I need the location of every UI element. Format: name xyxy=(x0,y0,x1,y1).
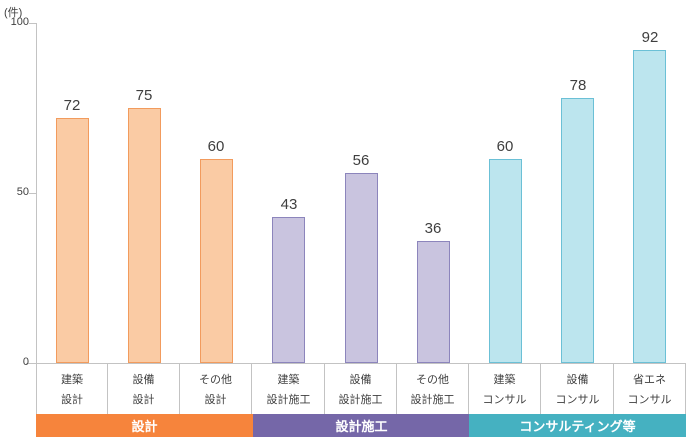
category-label: 建築 コンサル xyxy=(469,364,541,414)
y-axis-unit-label: (件) xyxy=(4,7,23,19)
y-axis-line xyxy=(36,23,37,363)
bar-value-label: 56 xyxy=(352,152,370,169)
category-label: 設備 コンサル xyxy=(542,364,614,414)
category-label-line: 建築 xyxy=(277,374,300,386)
category-label-line: その他 xyxy=(199,374,232,386)
bar xyxy=(56,118,89,363)
bar-value-label: 78 xyxy=(569,77,587,94)
bar-value-label: 60 xyxy=(496,138,514,155)
category-label-line: 設計 xyxy=(204,394,227,406)
bar xyxy=(489,159,522,363)
category-label: その他 設計施工 xyxy=(397,364,469,414)
bar-value-label: 43 xyxy=(280,196,298,213)
category-label-line: 設計施工 xyxy=(410,394,455,406)
y-tick-label: 50 xyxy=(16,186,29,198)
category-label-line: 設備 xyxy=(349,374,372,386)
bar xyxy=(633,50,666,363)
group-band: コンサルティング等 xyxy=(469,414,686,437)
y-tick-mark xyxy=(29,193,36,194)
group-band: 設計施工 xyxy=(253,414,470,437)
category-label-line: コンサル xyxy=(555,394,600,406)
y-tick-mark xyxy=(29,363,36,364)
category-label-line: その他 xyxy=(416,374,449,386)
group-band: 設計 xyxy=(36,414,253,437)
bar xyxy=(200,159,233,363)
bar-value-label: 75 xyxy=(135,87,153,104)
bar-value-label: 92 xyxy=(641,29,659,46)
category-label-line: 建築 xyxy=(61,374,83,386)
category-label-line: 設備 xyxy=(132,374,155,386)
bar-value-label: 60 xyxy=(207,138,225,155)
bar xyxy=(128,108,161,363)
category-label-line: 設計 xyxy=(132,394,155,406)
category-label-line: コンサル xyxy=(627,394,672,406)
y-tick-label: 0 xyxy=(22,356,29,368)
y-tick-mark xyxy=(29,23,36,24)
category-label-line: 設計施工 xyxy=(338,394,383,406)
category-label-line: 設計施工 xyxy=(266,394,311,406)
category-label-line: 省エネ xyxy=(633,374,666,386)
category-label: その他 設計 xyxy=(180,364,252,414)
category-label: 建築 設計 xyxy=(36,364,108,414)
bar-value-label: 36 xyxy=(424,220,442,237)
category-label-line: 設計 xyxy=(61,394,83,406)
category-label-line: 設備 xyxy=(566,374,589,386)
bar xyxy=(561,98,594,363)
category-label: 建築 設計施工 xyxy=(253,364,325,414)
bar xyxy=(417,241,450,363)
category-label-line: コンサル xyxy=(482,394,527,406)
y-tick-label: 100 xyxy=(10,16,29,28)
bar-value-label: 72 xyxy=(63,97,81,114)
category-label: 省エネ コンサル xyxy=(614,364,686,414)
bar xyxy=(272,217,305,363)
category-label-line: 建築 xyxy=(493,374,516,386)
x-axis-line xyxy=(26,363,686,364)
category-label: 設備 設計施工 xyxy=(325,364,397,414)
bar xyxy=(345,173,378,363)
category-label: 設備 設計 xyxy=(108,364,180,414)
